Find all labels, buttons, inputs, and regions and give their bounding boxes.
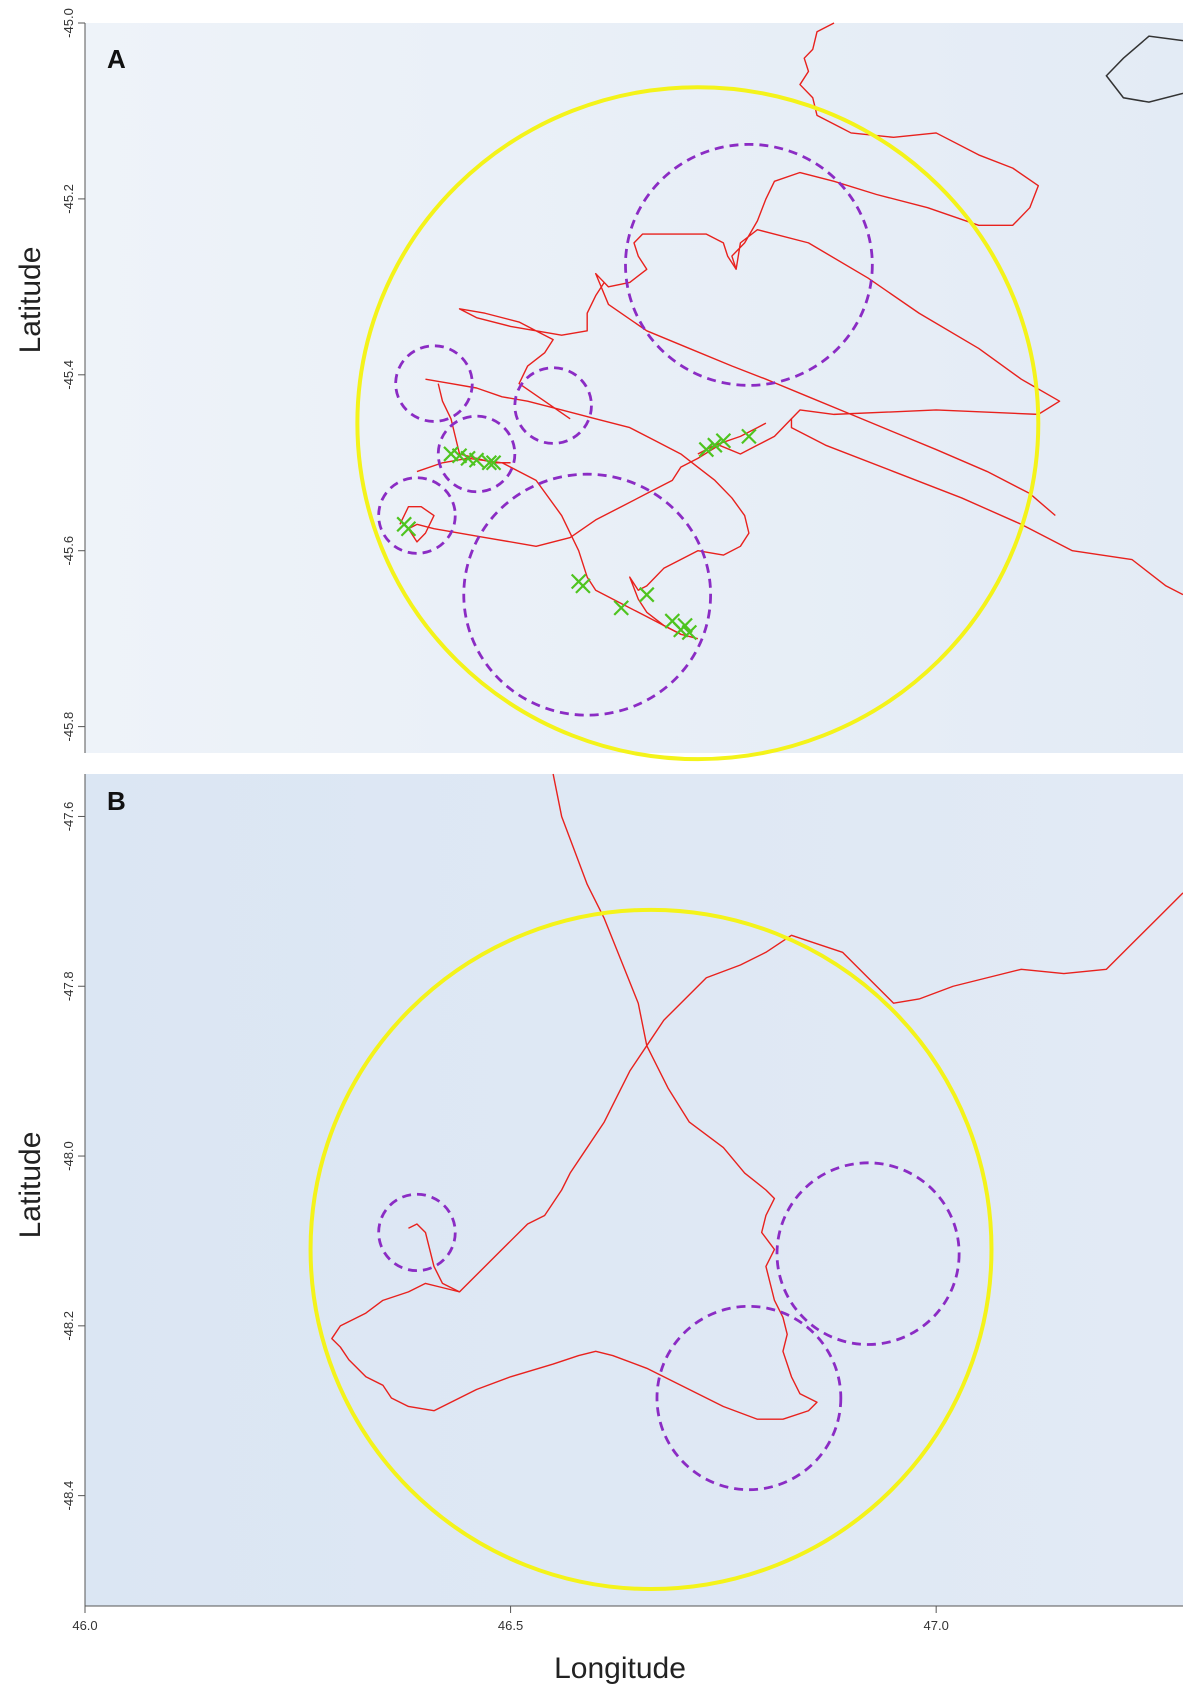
panel-b-track-segment: [331, 773, 1183, 1420]
panel-b-x-tick-label: 46.5: [498, 1618, 523, 1633]
panel-a-map: [355, 22, 1183, 762]
panel-b-y-tick-label: -48.2: [61, 1311, 76, 1341]
panel-b-inner-circle: [655, 1304, 843, 1492]
panel-a-inner-circle: [394, 344, 474, 423]
panel-b-plot-area: [85, 774, 1183, 1606]
panel-a-location-marker: [481, 454, 498, 471]
panel-a-y-tick-label: -45.6: [61, 536, 76, 566]
panel-a-location-marker: [715, 432, 732, 449]
panel-b-letter: B: [107, 786, 126, 816]
panel-a-inner-circle: [436, 414, 517, 494]
panel-b-y-tick-label: -48.4: [61, 1481, 76, 1511]
panel-a-track-segment: [425, 378, 750, 640]
panel-a: -45.0 -45.2 -45.4 -45.6 -45.8 A Latitude: [14, 8, 1183, 762]
panel-b-inner-circle: [377, 1192, 457, 1273]
panel-b-x-tick-label: 46.0: [72, 1618, 97, 1633]
panel-a-y-tick-label: -45.8: [61, 712, 76, 742]
panel-b-x-tick-label: 47.0: [924, 1618, 949, 1633]
panel-a-location-marker: [575, 578, 591, 594]
panel-b-map: [308, 773, 1183, 1592]
panel-a-inner-circle: [624, 142, 874, 387]
panel-a-location-marker: [485, 454, 502, 471]
panel-b-outer-circle: [308, 907, 994, 1592]
panel-a-location-marker: [681, 624, 698, 641]
panel-a-location-marker: [613, 600, 630, 616]
x-axis-title: Longitude: [554, 1652, 686, 1685]
panel-a-inner-circle: [513, 366, 593, 445]
panel-b-inner-circle: [775, 1161, 961, 1346]
panel-a-y-tick-label: -45.2: [61, 184, 76, 214]
panel-a-y-tick-label: -45.0: [61, 8, 76, 38]
panel-a-y-axis-title: Latitude: [14, 247, 47, 354]
panel-a-location-marker: [741, 428, 757, 445]
panel-a-location-marker: [638, 586, 655, 603]
panel-a-inner-circle: [462, 472, 713, 717]
panel-a-location-marker: [468, 452, 485, 468]
panel-a-outer-circle: [355, 85, 1041, 762]
panel-a-inner-circle: [377, 476, 457, 555]
panel-a-track-segment: [731, 22, 1183, 596]
panel-a-coastline: [1105, 35, 1183, 103]
panel-a-y-axis: -45.0 -45.2 -45.4 -45.6 -45.8: [61, 8, 86, 753]
panel-b: -47.6-47.8-48.0-48.2-48.446.0 46.5 47.0 B …: [14, 773, 1183, 1633]
panel-a-location-marker: [677, 617, 693, 634]
panel-b-y-tick-label: -48.0: [61, 1141, 76, 1171]
panel-a-letter: A: [107, 44, 126, 74]
panel-b-y-tick-label: -47.6: [61, 802, 76, 832]
panel-a-location-marker: [707, 437, 723, 453]
panel-a-y-tick-label: -45.4: [61, 360, 76, 390]
panel-a-track-segment: [399, 418, 792, 548]
panel-b-y-tick-label: -47.8: [61, 971, 76, 1001]
panel-a-plot-area: [85, 23, 1183, 753]
panel-b-y-axis-title: Latitude: [14, 1132, 47, 1239]
panel-a-location-marker: [451, 447, 468, 464]
panel-a-track-segment: [594, 233, 1056, 517]
panel-a-location-marker: [396, 516, 412, 533]
panel-b-axes: -47.6 -47.8 -48.0 -48.2 -48.4 46.0 46.5 47.0: [61, 774, 1183, 1633]
panel-b-track-segment: [408, 1223, 460, 1293]
panel-a-location-marker: [698, 441, 715, 458]
panel-a-track-segment: [458, 282, 605, 420]
